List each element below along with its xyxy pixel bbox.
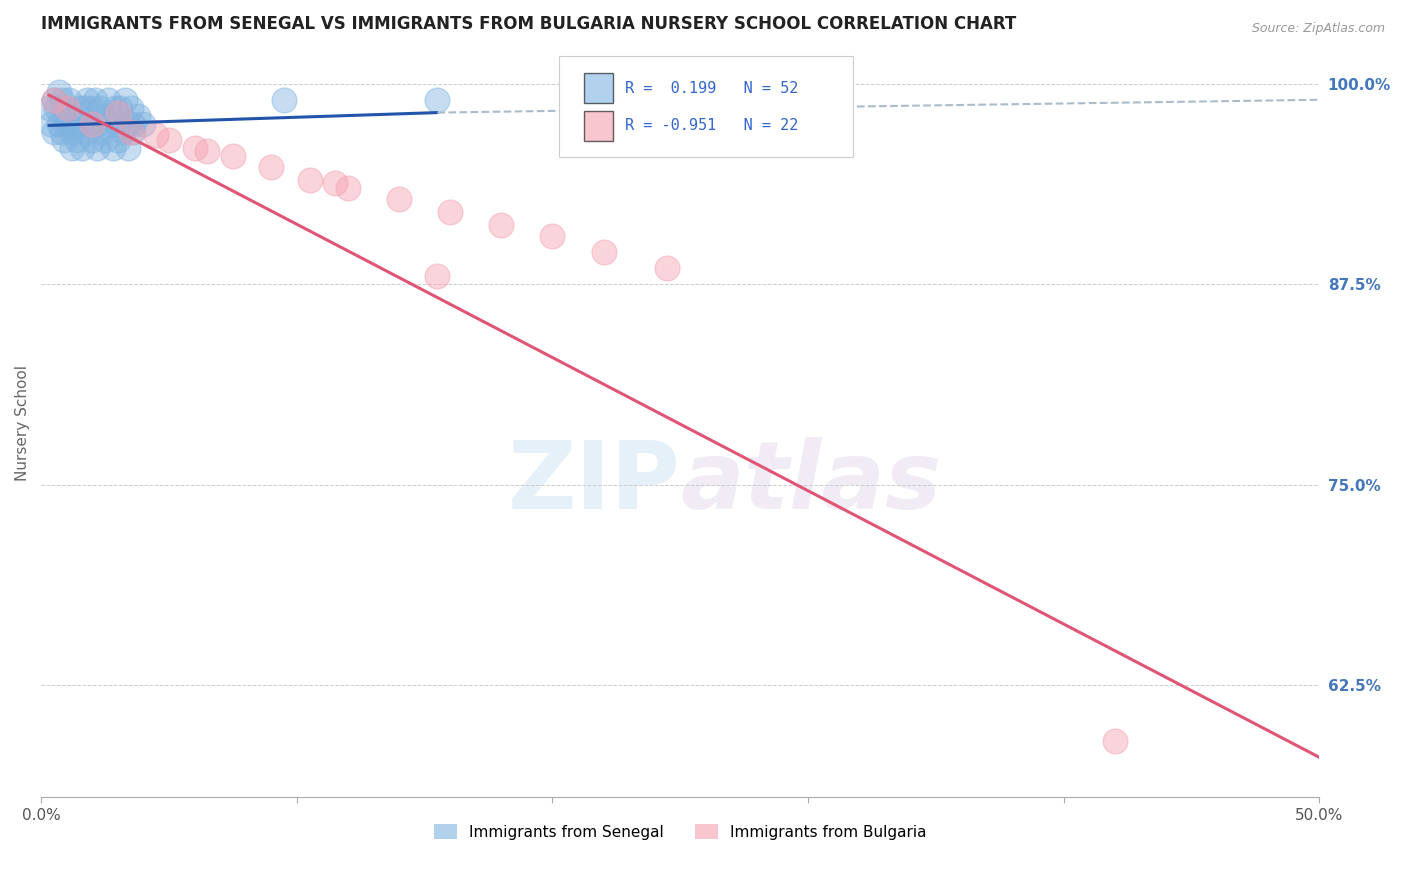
- Point: [48, 117, 70, 131]
- Point: [60, 141, 83, 155]
- Point: [157, 133, 180, 147]
- Point: [51, 125, 73, 139]
- Point: [51, 93, 73, 107]
- Point: [260, 160, 283, 174]
- Point: [222, 149, 245, 163]
- Point: [73, 101, 96, 115]
- Text: IMMIGRANTS FROM SENEGAL VS IMMIGRANTS FROM BULGARIA NURSERY SCHOOL CORRELATION C: IMMIGRANTS FROM SENEGAL VS IMMIGRANTS FR…: [41, 15, 1017, 33]
- FancyBboxPatch shape: [585, 111, 613, 141]
- Y-axis label: Nursery School: Nursery School: [15, 365, 30, 481]
- Point: [110, 101, 132, 115]
- Point: [592, 245, 614, 260]
- Point: [117, 141, 139, 155]
- Point: [195, 144, 218, 158]
- Point: [1104, 734, 1126, 748]
- Point: [114, 93, 136, 107]
- Point: [127, 109, 149, 123]
- Point: [55, 101, 77, 115]
- Point: [45, 101, 67, 115]
- Point: [98, 117, 121, 131]
- Point: [60, 125, 83, 139]
- Point: [132, 117, 155, 131]
- FancyBboxPatch shape: [585, 73, 613, 103]
- Text: R =  0.199   N = 52: R = 0.199 N = 52: [626, 80, 799, 95]
- Point: [120, 101, 142, 115]
- Point: [426, 269, 449, 284]
- Point: [76, 125, 98, 139]
- Point: [298, 173, 321, 187]
- Point: [183, 141, 205, 155]
- Point: [79, 117, 101, 131]
- Point: [42, 93, 65, 107]
- Point: [388, 192, 411, 206]
- Point: [107, 133, 129, 147]
- Point: [111, 125, 134, 139]
- Point: [69, 101, 91, 115]
- Text: atlas: atlas: [681, 437, 942, 529]
- Point: [53, 133, 76, 147]
- Point: [89, 101, 111, 115]
- Point: [107, 105, 129, 120]
- Text: ZIP: ZIP: [508, 437, 681, 529]
- Point: [53, 109, 76, 123]
- Point: [55, 117, 77, 131]
- Legend: Immigrants from Senegal, Immigrants from Bulgaria: Immigrants from Senegal, Immigrants from…: [427, 818, 932, 846]
- Point: [42, 93, 65, 107]
- Point: [657, 261, 679, 276]
- Point: [336, 181, 359, 195]
- Point: [66, 133, 89, 147]
- Point: [104, 101, 127, 115]
- Point: [42, 125, 65, 139]
- Point: [120, 125, 142, 139]
- Point: [145, 128, 167, 142]
- Text: Source: ZipAtlas.com: Source: ZipAtlas.com: [1251, 22, 1385, 36]
- Text: R = -0.951   N = 22: R = -0.951 N = 22: [626, 118, 799, 133]
- Point: [70, 117, 93, 131]
- Point: [86, 141, 108, 155]
- Point: [117, 117, 139, 131]
- Point: [122, 125, 145, 139]
- Point: [97, 93, 120, 107]
- Point: [76, 93, 98, 107]
- Point: [91, 125, 114, 139]
- Point: [48, 85, 70, 99]
- Point: [94, 133, 117, 147]
- Point: [122, 117, 145, 131]
- FancyBboxPatch shape: [558, 56, 853, 157]
- Point: [82, 101, 104, 115]
- Point: [70, 141, 93, 155]
- Point: [83, 93, 105, 107]
- Point: [94, 109, 117, 123]
- Point: [541, 229, 564, 244]
- Point: [41, 117, 63, 131]
- Point: [63, 117, 86, 131]
- Point: [86, 117, 108, 131]
- Point: [323, 176, 346, 190]
- Point: [58, 93, 80, 107]
- Point: [101, 141, 124, 155]
- Point: [491, 218, 513, 232]
- Point: [55, 101, 77, 115]
- Point: [82, 117, 104, 131]
- Point: [273, 93, 295, 107]
- Point: [439, 205, 461, 219]
- Point: [82, 133, 104, 147]
- Point: [107, 117, 129, 131]
- Point: [426, 93, 449, 107]
- Point: [38, 101, 60, 115]
